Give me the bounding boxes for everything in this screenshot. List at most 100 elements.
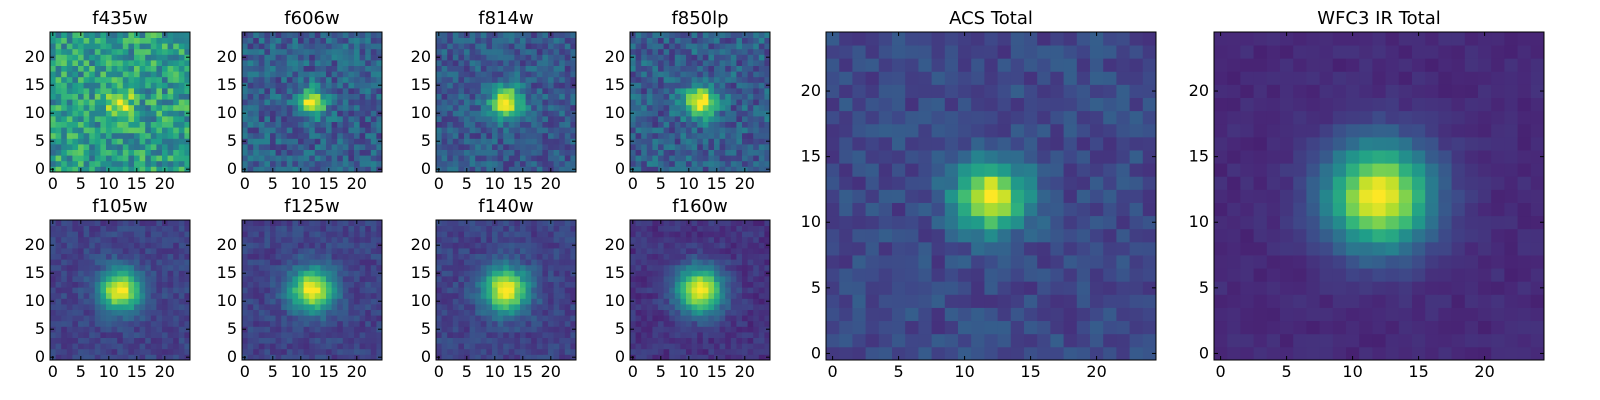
heatmap-cell (646, 149, 653, 156)
heatmap-cell (122, 121, 129, 128)
heatmap-cell (50, 348, 56, 355)
heatmap-cell (691, 54, 698, 61)
heatmap-cell (326, 287, 332, 294)
heatmap-cell (686, 104, 692, 111)
heatmap-cell (128, 166, 135, 173)
heatmap-cell (173, 43, 180, 50)
heatmap-cell (117, 236, 124, 243)
heatmap-cell (531, 259, 538, 266)
panel-title: f814w (478, 8, 533, 29)
heatmap-cell (646, 287, 653, 294)
heatmap-cell (66, 132, 73, 139)
heatmap-cell (686, 160, 692, 167)
heatmap-cell (536, 127, 543, 134)
heatmap-cell (167, 54, 174, 61)
heatmap-cell (525, 144, 532, 150)
heatmap-cell (242, 144, 248, 150)
heatmap-cell (714, 304, 720, 310)
heatmap-cell (559, 236, 566, 243)
heatmap-cell (167, 43, 174, 50)
heatmap-cell (742, 309, 748, 316)
heatmap-cell (303, 242, 310, 249)
x-tick-label: 20 (541, 174, 561, 193)
heatmap-cell (309, 320, 316, 327)
heatmap-cell (162, 298, 168, 305)
heatmap-cell (292, 276, 299, 282)
heatmap-cell (635, 37, 642, 44)
heatmap-cell (469, 343, 476, 350)
heatmap-cell (469, 76, 476, 83)
heatmap-cell (464, 65, 470, 72)
heatmap-cell (122, 110, 129, 117)
heatmap-cell (348, 320, 355, 327)
heatmap-cell (100, 315, 107, 322)
heatmap-cell (736, 104, 743, 111)
heatmap-cell (376, 43, 383, 50)
heatmap-cell (354, 138, 360, 145)
heatmap-cell (708, 71, 715, 78)
heatmap-cell (686, 121, 692, 128)
heatmap-cell (536, 287, 543, 294)
heatmap-cell (536, 93, 543, 100)
heatmap-cell (292, 93, 299, 100)
y-tick-label: 0 (615, 159, 625, 178)
heatmap-cell (508, 54, 515, 61)
heatmap-cell (83, 242, 90, 249)
heatmap-cell (281, 160, 288, 167)
heatmap-cell (258, 65, 265, 72)
heatmap-cell (641, 99, 648, 106)
heatmap-cell (331, 332, 338, 338)
heatmap-cell (742, 304, 748, 310)
heatmap-cell (714, 292, 720, 299)
heatmap-cell (359, 326, 366, 333)
heatmap-cell (646, 32, 653, 38)
heatmap-cell (680, 337, 687, 344)
heatmap-cell (106, 149, 112, 156)
heatmap-cell (128, 343, 135, 350)
heatmap-cell (66, 82, 73, 89)
heatmap-cell (514, 116, 521, 122)
heatmap-cell (531, 127, 538, 134)
heatmap-cell (525, 287, 532, 294)
heatmap-cell (247, 264, 254, 271)
heatmap-cell (686, 99, 692, 106)
heatmap-cell (730, 144, 737, 150)
heatmap-cell (156, 298, 163, 305)
heatmap-cell (303, 99, 310, 106)
y-tick-label: 10 (25, 291, 45, 310)
heatmap-cell (117, 231, 124, 238)
heatmap-cell (61, 127, 68, 134)
heatmap-cell (559, 354, 566, 361)
heatmap-cell (747, 332, 754, 338)
heatmap-cell (536, 144, 543, 150)
heatmap-cell (702, 292, 709, 299)
heatmap-cell (469, 60, 476, 66)
heatmap-cell (531, 37, 538, 44)
heatmap-cell (458, 332, 465, 338)
heatmap-cell (342, 88, 349, 94)
heatmap-cell (669, 43, 676, 50)
heatmap-cell (326, 71, 332, 78)
heatmap-cell (548, 236, 554, 243)
heatmap-cell (719, 343, 726, 350)
heatmap-cell (337, 99, 344, 106)
heatmap-cell (525, 309, 532, 316)
heatmap-cell (145, 287, 152, 294)
heatmap-cell (264, 309, 271, 316)
heatmap-cell (464, 37, 470, 44)
heatmap-cell (486, 132, 493, 139)
heatmap-cell (184, 144, 191, 150)
heatmap-cell (314, 155, 321, 162)
heatmap-cell (764, 88, 771, 94)
heatmap-cell (359, 236, 366, 243)
heatmap-cell (486, 253, 493, 260)
heatmap-cell (646, 155, 653, 162)
heatmap-cell (145, 242, 152, 249)
heatmap-cell (702, 88, 709, 94)
heatmap-cell (270, 304, 276, 310)
heatmap-cell (764, 37, 771, 44)
heatmap-cell (747, 138, 754, 145)
heatmap-cell (542, 71, 549, 78)
heatmap-cell (66, 71, 73, 78)
